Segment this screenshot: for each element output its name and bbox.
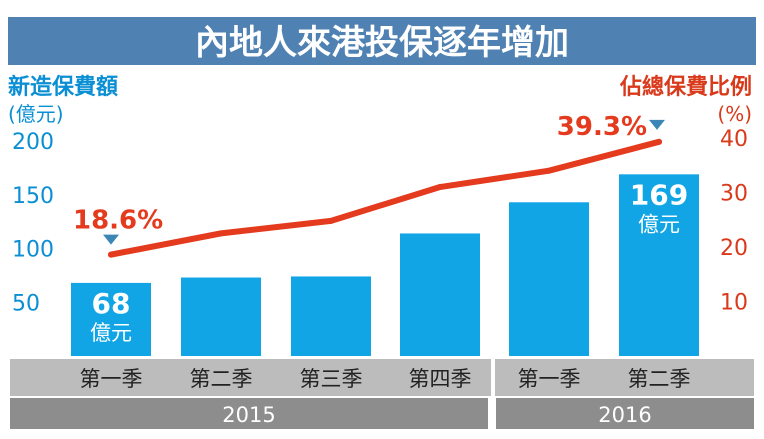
- category-label: 第二季: [190, 367, 253, 391]
- line-point: [218, 230, 224, 237]
- left-axis-ticks: 200 150 100 50: [12, 130, 54, 316]
- bar: [509, 202, 589, 356]
- bar: [400, 233, 480, 356]
- line-point: [437, 184, 443, 191]
- chart-title: 內地人來港投保逐年增加: [195, 23, 569, 63]
- right-tick-label: 20: [720, 236, 748, 261]
- line-point: [108, 251, 114, 258]
- year-label: 2016: [598, 403, 651, 427]
- line-value-label: 39.3%: [557, 112, 647, 142]
- left-axis-label: 新造保費額: [8, 74, 118, 100]
- right-axis-label: 佔總保費比例: [619, 74, 752, 100]
- right-tick-label: 10: [720, 291, 748, 316]
- left-tick-label: 100: [12, 238, 54, 263]
- right-tick-label: 40: [720, 127, 748, 152]
- bar-value-label: 169: [630, 178, 688, 211]
- category-label: 第一季: [80, 367, 143, 391]
- category-label: 第一季: [518, 367, 581, 391]
- line-point: [328, 217, 334, 224]
- year-band: [496, 398, 754, 429]
- bar: [181, 277, 261, 356]
- left-axis-unit: (億元): [8, 102, 64, 126]
- line-series: [108, 138, 662, 258]
- bar-series: [71, 174, 699, 356]
- bar-value-label: 68: [92, 287, 131, 320]
- category-label: 第三季: [300, 367, 363, 391]
- left-tick-label: 50: [12, 291, 40, 316]
- line-path: [108, 138, 662, 258]
- triangle-marker-icon: [649, 119, 665, 130]
- line-value-label: 18.6%: [73, 206, 163, 236]
- left-tick-label: 200: [12, 130, 54, 155]
- line-point: [546, 167, 552, 174]
- line-point: [656, 138, 662, 145]
- left-tick-label: 150: [12, 184, 54, 209]
- title-banner: [8, 17, 756, 65]
- year-band: [10, 398, 488, 429]
- category-label: 第二季: [628, 367, 691, 391]
- year-label: 2015: [222, 403, 275, 427]
- category-label: 第四季: [409, 367, 472, 391]
- right-tick-label: 30: [720, 182, 748, 207]
- bar-unit-label: 億元: [638, 212, 680, 236]
- category-band: [10, 359, 754, 396]
- right-axis-unit: (%): [717, 102, 752, 126]
- bar: [291, 276, 371, 356]
- right-axis-ticks: 40 30 20 10: [720, 127, 748, 316]
- year-divider: [491, 359, 495, 429]
- bar-unit-label: 億元: [90, 321, 132, 345]
- bar: [619, 174, 699, 356]
- category-axis: 第一季 第二季 第三季 第四季 第一季 第二季 2015 2016: [10, 359, 754, 429]
- triangle-marker-icon: [103, 234, 119, 245]
- bar: [71, 282, 151, 356]
